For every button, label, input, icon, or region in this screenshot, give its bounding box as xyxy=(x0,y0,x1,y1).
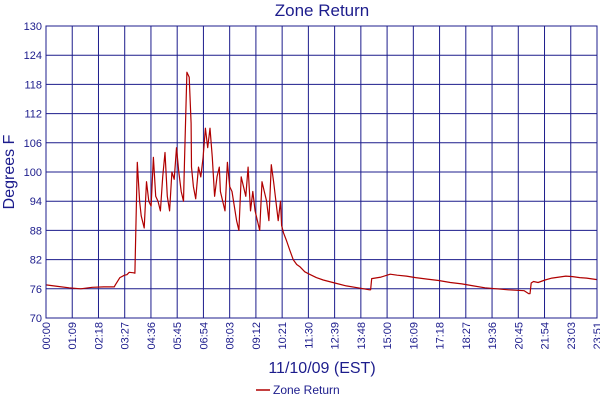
x-tick-label: 05:45 xyxy=(172,322,184,350)
y-tick-label: 70 xyxy=(30,313,42,325)
x-tick-label: 11:30 xyxy=(303,322,315,349)
x-tick-label: 17:18 xyxy=(435,322,447,350)
chart-title: Zone Return xyxy=(275,1,370,20)
y-tick-label: 100 xyxy=(24,167,42,179)
x-axis-label: 11/10/09 (EST) xyxy=(268,360,375,377)
x-tick-label: 02:18 xyxy=(93,322,105,350)
x-tick-label: 04:36 xyxy=(146,322,158,350)
x-tick-label: 23:51 xyxy=(592,322,600,350)
x-tick-label: 10:21 xyxy=(277,322,289,350)
x-tick-label: 06:54 xyxy=(198,322,210,350)
y-axis-label: Degrees F xyxy=(1,134,18,209)
x-tick-label: 18:27 xyxy=(461,322,473,350)
x-tick-label: 23:03 xyxy=(566,322,578,350)
grid xyxy=(45,25,598,319)
x-tick-label: 03:27 xyxy=(120,322,132,350)
y-tick-label: 82 xyxy=(30,255,42,267)
legend-label: Zone Return xyxy=(273,383,340,397)
y-tick-label: 130 xyxy=(24,21,42,33)
x-tick-label: 09:12 xyxy=(251,322,263,350)
x-tick-label: 21:54 xyxy=(540,322,552,350)
y-tick-label: 88 xyxy=(30,225,42,237)
y-tick-labels: 70 76 82 88 94 100 106 112 118 124 130 xyxy=(24,21,42,325)
x-tick-label: 16:09 xyxy=(408,322,420,350)
x-tick-label: 08:03 xyxy=(225,322,237,350)
x-tick-label: 12:39 xyxy=(330,322,342,350)
series-layer xyxy=(45,71,598,295)
y-tick-label: 118 xyxy=(24,79,42,91)
x-tick-label: 20:45 xyxy=(513,322,525,350)
x-tick-label: 19:36 xyxy=(487,322,499,350)
y-tick-label: 94 xyxy=(30,196,42,208)
legend: Zone Return xyxy=(256,383,340,397)
x-tick-labels: 00:00 01:09 02:18 03:27 04:36 05:45 06:54 08:03… xyxy=(41,322,600,350)
x-tick-label: 13:48 xyxy=(356,322,368,350)
y-tick-label: 112 xyxy=(24,109,42,121)
y-tick-label: 124 xyxy=(24,50,42,62)
x-tick-label: 00:00 xyxy=(41,322,53,350)
x-tick-label: 15:00 xyxy=(382,322,394,350)
series-line-zone-return xyxy=(45,71,598,295)
y-tick-label: 106 xyxy=(24,138,42,150)
y-tick-label: 76 xyxy=(30,284,42,296)
plot-frame xyxy=(45,25,598,319)
x-tick-label: 01:09 xyxy=(67,322,79,350)
